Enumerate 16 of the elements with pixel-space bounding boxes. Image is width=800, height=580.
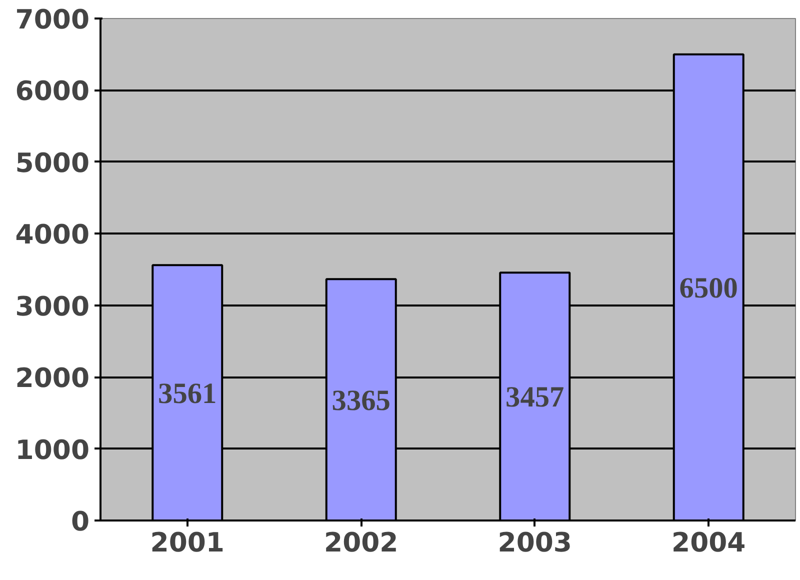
x-tick-label: 2004 bbox=[672, 528, 746, 558]
data-label: 3457 bbox=[506, 382, 564, 414]
y-tick-label: 4000 bbox=[15, 220, 90, 251]
y-tick-label: 7000 bbox=[15, 4, 90, 36]
data-label: 3365 bbox=[332, 384, 390, 417]
x-tick-label: 2001 bbox=[150, 528, 224, 558]
y-tick-label: 6000 bbox=[15, 76, 90, 108]
data-label: 3561 bbox=[158, 378, 217, 410]
y-tick-label: 2000 bbox=[15, 363, 90, 394]
x-tick-label: 2003 bbox=[498, 528, 572, 558]
y-tick-label: 0 bbox=[70, 506, 90, 538]
y-tick-label: 3000 bbox=[15, 291, 90, 322]
y-tick-label: 5000 bbox=[15, 148, 90, 179]
x-tick-label: 2002 bbox=[324, 528, 398, 558]
y-tick-label: 1000 bbox=[15, 434, 90, 466]
data-label: 6500 bbox=[679, 272, 738, 304]
